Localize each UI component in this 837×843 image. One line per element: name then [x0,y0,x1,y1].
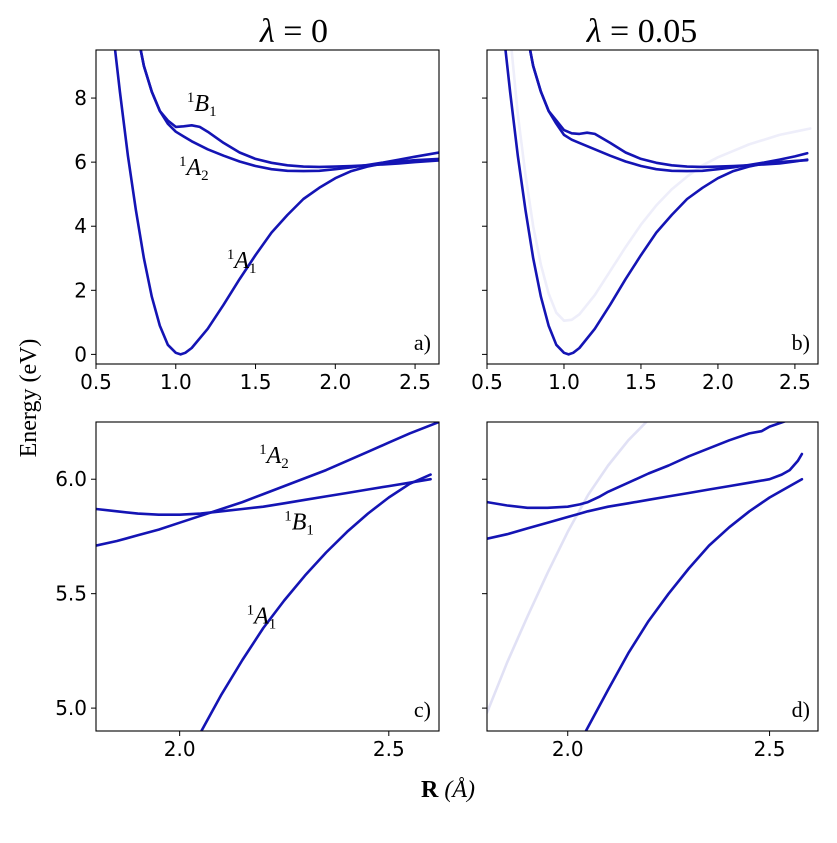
y-tick-label: 2 [74,278,87,302]
y-tick-label: 0 [74,342,87,366]
series-line-upper-2 [487,452,804,540]
state-label: 1A1 [247,602,277,632]
x-tick-label: 1.0 [548,370,580,394]
y-tick-label: 5.5 [55,582,87,606]
panel-b: 0.5 1.0 1.5 2.0 2.5 b) [471,49,819,394]
y-tick-label: 4 [74,214,87,238]
state-label: 1B1 [187,90,217,120]
y-tick-label: 6 [74,150,87,174]
x-tick-label: 1.0 [160,370,192,394]
panel-label: a) [414,330,431,355]
x-tick-label: 1.5 [240,370,272,394]
plot-frame [486,421,819,732]
series-group [504,50,812,356]
panel-c: 2.0 2.5 5.0 5.5 6.0 c) 1A2 1B1 1A1 [55,421,440,761]
y-tick-label: 6.0 [55,467,87,491]
series-group [96,422,439,731]
column-title-left: λ = 0 [259,13,328,50]
x-tick-label: 2.5 [373,737,405,761]
series-group [487,422,804,731]
series-line-1a1 [584,477,804,731]
x-axis-label: R (Å) [421,777,475,803]
x-tick-label: 2.0 [552,737,584,761]
series-line-1b1 [528,50,809,169]
x-tick-label: 2.5 [399,370,431,394]
series-line-1a2 [96,422,439,547]
state-label: 1A2 [259,442,289,472]
x-tick-label: 2.5 [779,370,811,394]
plot-frame [95,421,440,732]
x-tick-label: 0.5 [80,370,112,394]
series-line-faint [487,422,649,714]
series-line-1a1 [113,50,439,356]
x-tick-label: 2.0 [164,737,196,761]
series-line-faint [510,50,812,322]
plot-frame [486,49,819,365]
column-title-right: λ = 0.05 [586,13,697,50]
series-line-1b1 [96,477,432,516]
x-tick-label: 1.5 [625,370,657,394]
series-line-1a2 [139,50,439,173]
y-tick-label: 5.0 [55,696,87,720]
y-tick-label: 8 [74,86,87,110]
panel-label: d) [792,697,810,722]
series-line-upper-1 [487,422,788,510]
state-label: 1B1 [284,509,314,539]
series-group [113,50,439,356]
panel-label: c) [414,697,431,722]
x-tick-label: 2.0 [702,370,734,394]
panel-d: 2.0 2.5d) [482,421,819,761]
x-tick-label: 0.5 [471,370,503,394]
x-tick-label: 2.5 [754,737,786,761]
panel-label: b) [792,330,810,355]
panel-a: 0.5 1.0 1.5 2.0 2.5 0 2 4 6 8 a) 1B1 1A2 1A1 [74,49,440,394]
series-line-1a1 [200,473,432,731]
plot-frame [95,49,440,365]
series-line-1b1 [139,50,439,169]
state-label: 1A2 [179,154,209,184]
state-label: 1A1 [227,247,257,277]
panels: 0.5 1.0 1.5 2.0 2.5 0 2 4 6 8 a) 1B1 1A2 1A1 0.5 1.0 1.5… [55,49,819,761]
series-line-1a1 [504,50,809,356]
x-tick-label: 2.0 [319,370,351,394]
series-line-1a2 [528,50,809,173]
y-axis-label: Energy (eV) [16,339,42,458]
